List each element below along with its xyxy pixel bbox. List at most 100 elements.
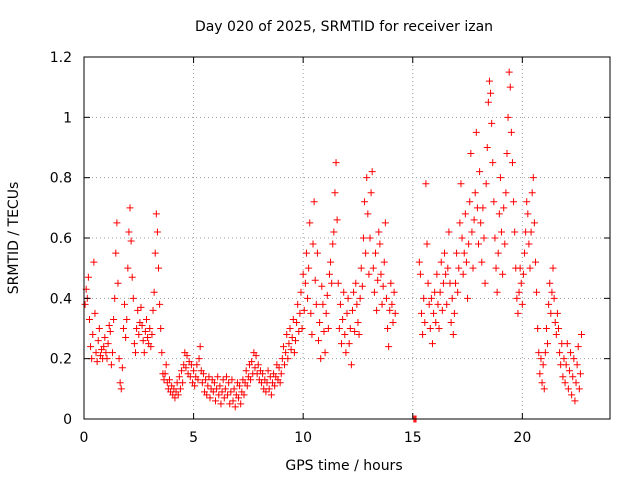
data-point bbox=[297, 288, 305, 296]
data-point bbox=[202, 376, 210, 384]
data-point bbox=[191, 382, 199, 390]
data-point bbox=[459, 270, 467, 278]
data-point bbox=[162, 361, 170, 369]
data-point bbox=[488, 119, 496, 127]
data-point bbox=[371, 249, 379, 257]
data-point bbox=[530, 219, 538, 227]
data-point bbox=[210, 379, 218, 387]
data-point bbox=[206, 394, 214, 402]
data-point bbox=[141, 328, 149, 336]
data-point bbox=[161, 370, 169, 378]
data-point bbox=[157, 325, 165, 332]
data-point bbox=[112, 249, 120, 257]
data-point bbox=[111, 294, 119, 302]
data-point bbox=[484, 98, 492, 106]
axis-ticks bbox=[83, 56, 610, 420]
data-point bbox=[533, 288, 541, 296]
data-point bbox=[196, 343, 204, 351]
data-point bbox=[468, 228, 476, 236]
data-point bbox=[298, 325, 306, 332]
data-point bbox=[121, 300, 129, 308]
data-point bbox=[175, 373, 183, 381]
data-point bbox=[471, 189, 479, 197]
data-point bbox=[495, 210, 503, 218]
data-point bbox=[107, 361, 115, 369]
data-point bbox=[100, 343, 108, 351]
data-point bbox=[135, 331, 143, 339]
data-point bbox=[567, 349, 575, 357]
x-tick-labels: 0 5 10 15 20 bbox=[80, 430, 532, 446]
data-point bbox=[226, 400, 234, 408]
data-point bbox=[366, 234, 374, 242]
data-point bbox=[554, 325, 562, 332]
data-point bbox=[559, 373, 567, 381]
data-point bbox=[507, 128, 515, 136]
data-point bbox=[248, 358, 256, 366]
data-point bbox=[288, 334, 296, 342]
data-point bbox=[215, 391, 223, 399]
data-point bbox=[426, 325, 434, 332]
data-point bbox=[271, 382, 279, 390]
data-point bbox=[344, 294, 352, 302]
data-point bbox=[574, 343, 582, 351]
data-point bbox=[117, 385, 125, 393]
data-point bbox=[427, 294, 435, 302]
data-point bbox=[534, 325, 542, 332]
data-point bbox=[104, 340, 112, 348]
data-point bbox=[151, 249, 159, 257]
data-point bbox=[230, 385, 238, 393]
data-point bbox=[526, 264, 534, 272]
data-point bbox=[547, 309, 555, 317]
data-point bbox=[351, 328, 359, 336]
data-point bbox=[87, 343, 95, 351]
data-point bbox=[312, 300, 320, 308]
data-point bbox=[434, 300, 442, 308]
data-point bbox=[389, 318, 397, 326]
data-point bbox=[205, 373, 213, 381]
data-point bbox=[103, 355, 111, 363]
x-tick-label: 5 bbox=[189, 430, 198, 446]
data-point bbox=[444, 264, 452, 272]
data-point bbox=[214, 373, 222, 381]
data-point bbox=[209, 388, 217, 396]
data-point bbox=[327, 258, 335, 266]
data-point bbox=[549, 264, 557, 272]
data-point bbox=[286, 325, 294, 332]
data-point bbox=[367, 189, 375, 197]
data-point bbox=[439, 279, 447, 287]
data-point bbox=[334, 279, 342, 287]
data-point bbox=[442, 270, 450, 278]
data-point bbox=[341, 331, 349, 339]
y-tick-label: 0 bbox=[63, 412, 72, 428]
data-point bbox=[264, 367, 272, 375]
data-point bbox=[325, 270, 333, 278]
data-point bbox=[113, 219, 121, 227]
data-point bbox=[416, 270, 424, 278]
data-point bbox=[340, 288, 348, 296]
data-point bbox=[453, 249, 461, 257]
data-point bbox=[548, 288, 556, 296]
data-point bbox=[469, 264, 477, 272]
data-point bbox=[316, 318, 324, 326]
data-point bbox=[541, 349, 549, 357]
data-point bbox=[365, 270, 373, 278]
data-point bbox=[293, 318, 301, 326]
data-point bbox=[375, 228, 383, 236]
data-point bbox=[150, 288, 158, 296]
data-point bbox=[378, 300, 386, 308]
data-point bbox=[252, 352, 260, 360]
data-point bbox=[531, 258, 539, 266]
data-point bbox=[301, 279, 309, 287]
data-point bbox=[390, 288, 398, 296]
data-point bbox=[339, 315, 347, 323]
data-point bbox=[441, 249, 449, 257]
data-point bbox=[291, 337, 299, 345]
data-point bbox=[289, 315, 297, 323]
data-point bbox=[493, 288, 501, 296]
data-point bbox=[295, 328, 303, 336]
data-point bbox=[381, 219, 389, 227]
data-point bbox=[114, 279, 122, 287]
data-point bbox=[550, 294, 558, 302]
data-point bbox=[236, 382, 244, 390]
